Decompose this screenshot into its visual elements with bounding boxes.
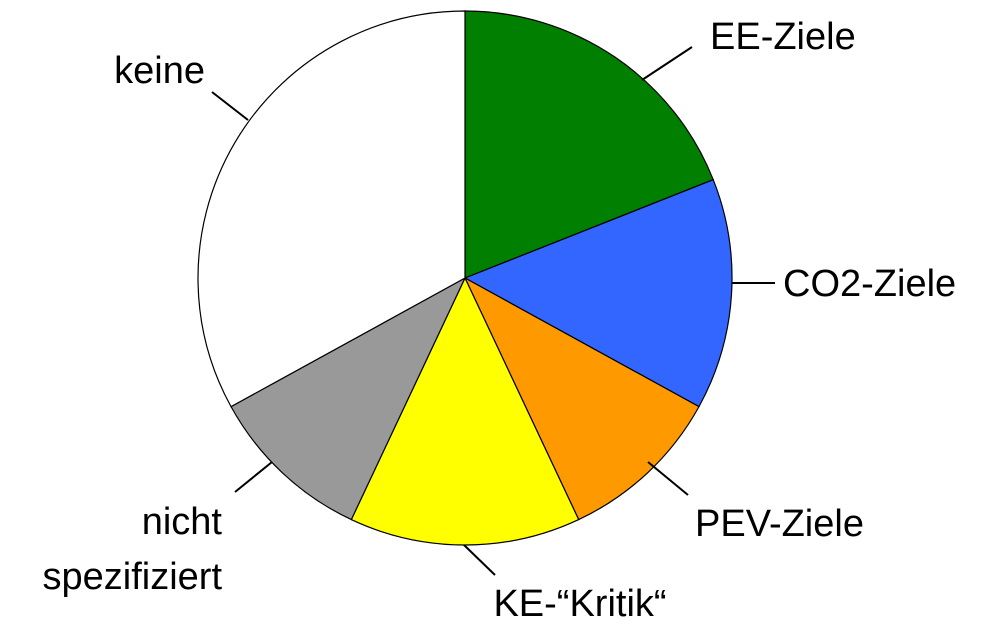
leader-line	[211, 91, 249, 121]
slice-label: EE-Ziele	[710, 16, 856, 58]
pie-slice	[464, 10, 715, 279]
pie-slice	[463, 276, 700, 521]
slice-label: CO2-Ziele	[783, 263, 957, 305]
leader-line	[234, 461, 273, 493]
slice-label: PEV-Ziele	[695, 503, 864, 545]
pie-slice	[230, 276, 467, 521]
slice-label: nicht spezifiziert	[42, 501, 223, 598]
slice-label: KE-“Kritik“	[493, 583, 667, 625]
leader-line	[463, 544, 496, 576]
slice-label: keine	[114, 50, 205, 92]
pie-slice	[197, 10, 466, 408]
leader-line	[641, 46, 693, 81]
leader-line	[647, 461, 689, 496]
pie-slice	[463, 178, 733, 408]
